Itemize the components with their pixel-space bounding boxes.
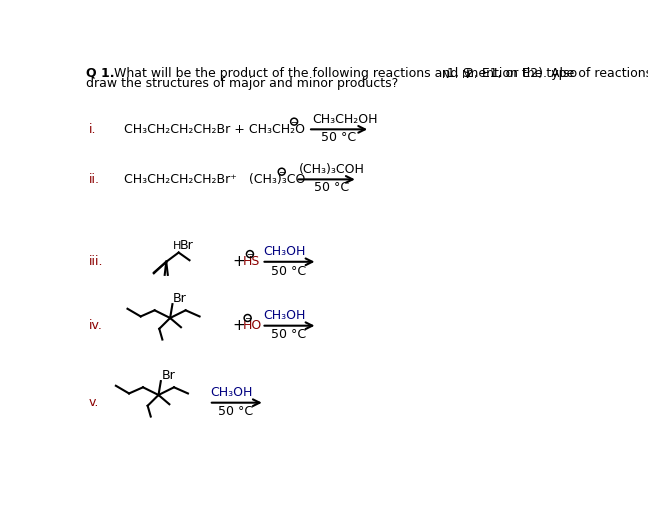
Text: N: N <box>442 70 450 80</box>
Text: −: − <box>278 167 286 176</box>
Text: H: H <box>173 240 181 250</box>
Text: v.: v. <box>89 396 99 409</box>
Text: Br: Br <box>161 369 176 382</box>
Text: iv.: iv. <box>89 319 102 332</box>
Text: +: + <box>232 318 245 333</box>
Text: 50 °C: 50 °C <box>321 132 356 144</box>
Text: +: + <box>232 254 245 269</box>
Text: −: − <box>290 117 298 126</box>
Text: i.: i. <box>89 123 97 136</box>
Text: CH₃CH₂CH₂CH₂Br + CH₃CH₂O: CH₃CH₂CH₂CH₂Br + CH₃CH₂O <box>124 123 305 136</box>
Text: −: − <box>244 313 251 322</box>
Text: N: N <box>461 70 469 80</box>
Text: CH₃OH: CH₃OH <box>263 309 305 322</box>
Text: HS: HS <box>243 255 260 268</box>
Text: (CH₃)₃COH: (CH₃)₃COH <box>299 163 365 176</box>
Text: 2, E1, or E2). Also: 2, E1, or E2). Also <box>466 67 577 79</box>
Text: What will be the product of the following reactions and  mention the type of rea: What will be the product of the followin… <box>110 67 648 79</box>
Text: CH₃CH₂OH: CH₃CH₂OH <box>312 113 377 126</box>
Text: 50 °C: 50 °C <box>271 328 306 341</box>
Text: Q 1.: Q 1. <box>86 67 115 79</box>
Text: 50 °C: 50 °C <box>314 181 349 195</box>
Text: CH₃OH: CH₃OH <box>263 245 305 258</box>
Text: Br: Br <box>173 292 187 305</box>
Text: 50 °C: 50 °C <box>218 406 253 418</box>
Text: draw the structures of major and minor products?: draw the structures of major and minor p… <box>86 77 399 89</box>
Text: 50 °C: 50 °C <box>271 265 306 278</box>
Text: HO: HO <box>243 319 262 332</box>
Text: iii.: iii. <box>89 255 103 268</box>
Text: Br: Br <box>179 239 193 252</box>
Text: −: − <box>246 249 254 258</box>
Text: ii.: ii. <box>89 173 100 186</box>
Text: 1, S: 1, S <box>447 67 470 79</box>
Text: CH₃OH: CH₃OH <box>211 386 253 399</box>
Text: CH₃CH₂CH₂CH₂Br⁺   (CH₃)₃CO: CH₃CH₂CH₂CH₂Br⁺ (CH₃)₃CO <box>124 173 305 186</box>
